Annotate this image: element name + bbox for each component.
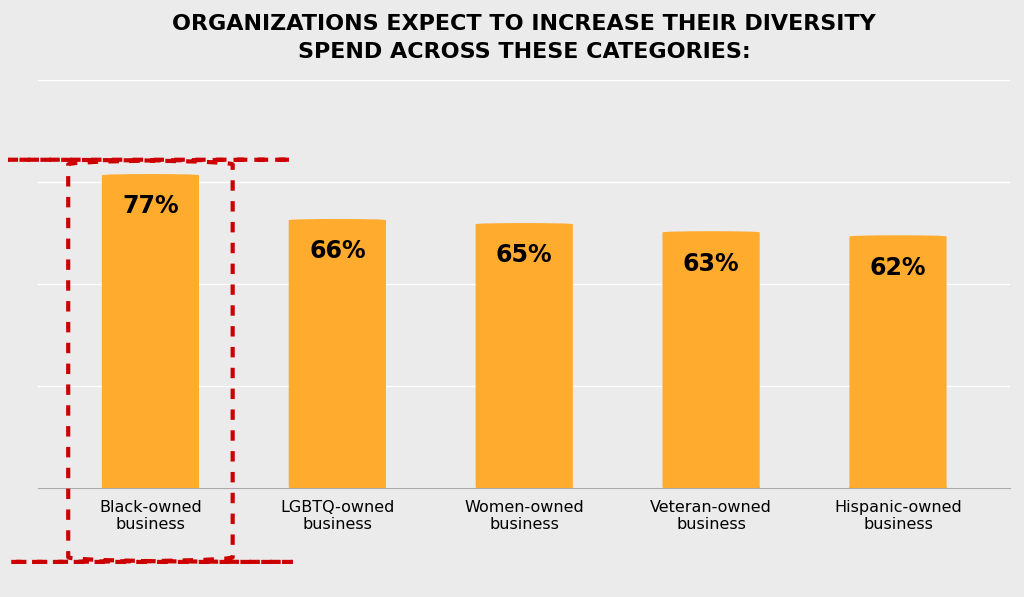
FancyBboxPatch shape	[101, 174, 199, 488]
Bar	[475, 487, 572, 488]
Text: 65%: 65%	[496, 244, 553, 267]
Bar	[289, 487, 386, 488]
Text: 62%: 62%	[869, 256, 927, 279]
Bar	[849, 487, 946, 488]
Text: 66%: 66%	[309, 239, 366, 263]
Text: 77%: 77%	[122, 195, 179, 219]
Title: ORGANIZATIONS EXPECT TO INCREASE THEIR DIVERSITY
SPEND ACROSS THESE CATEGORIES:: ORGANIZATIONS EXPECT TO INCREASE THEIR D…	[172, 14, 877, 62]
Text: 63%: 63%	[683, 251, 739, 276]
Bar	[101, 487, 199, 488]
Bar	[663, 487, 760, 488]
FancyBboxPatch shape	[663, 231, 760, 488]
FancyBboxPatch shape	[289, 219, 386, 488]
FancyBboxPatch shape	[849, 235, 946, 488]
FancyBboxPatch shape	[475, 223, 572, 488]
